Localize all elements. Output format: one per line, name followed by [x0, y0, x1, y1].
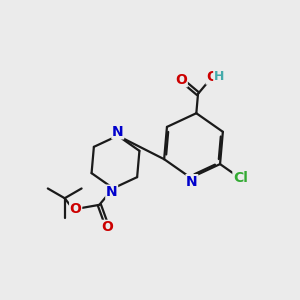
Text: O: O	[206, 70, 218, 84]
Text: N: N	[186, 175, 198, 189]
Text: O: O	[175, 73, 187, 87]
Text: O: O	[70, 202, 82, 216]
Text: Cl: Cl	[233, 171, 248, 185]
Text: H: H	[214, 70, 224, 83]
Text: O: O	[102, 220, 113, 234]
Text: N: N	[106, 185, 118, 199]
Text: N: N	[112, 125, 124, 139]
